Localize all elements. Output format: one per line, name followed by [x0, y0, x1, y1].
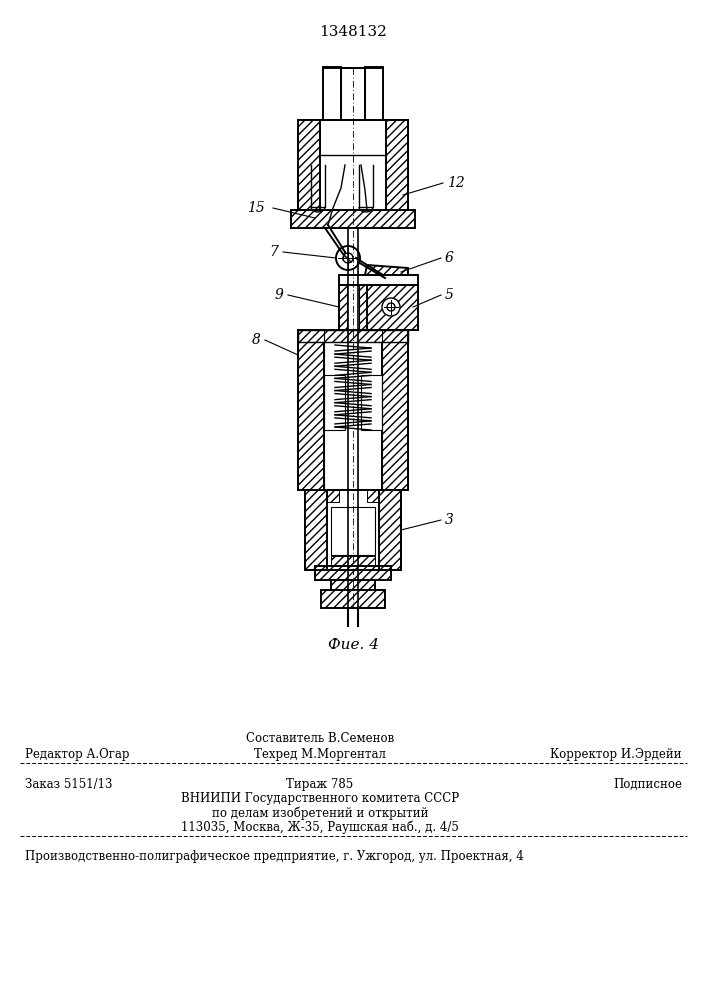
Text: Редактор А.Огар: Редактор А.Огар	[25, 748, 129, 761]
Text: 113035, Москва, Ж-35, Раушская наб., д. 4/5: 113035, Москва, Ж-35, Раушская наб., д. …	[181, 820, 459, 834]
Bar	[361, 375, 382, 430]
Bar	[379, 490, 401, 570]
Bar	[331, 507, 375, 555]
Bar	[339, 275, 418, 285]
Bar	[305, 490, 327, 570]
Text: по делам изобретений и открытий: по делам изобретений и открытий	[212, 806, 428, 820]
Bar	[305, 490, 401, 570]
Text: Заказ 5151/13: Заказ 5151/13	[25, 778, 112, 791]
Bar	[331, 556, 375, 570]
Text: 15: 15	[247, 201, 265, 215]
Text: Техред М.Моргентал: Техред М.Моргентал	[254, 748, 386, 761]
Bar	[365, 67, 383, 120]
Text: 8: 8	[252, 333, 261, 347]
Bar	[327, 490, 339, 502]
Text: 1348132: 1348132	[319, 25, 387, 39]
Bar	[347, 285, 359, 330]
Bar	[298, 330, 408, 342]
Text: Фие. 4: Фие. 4	[327, 638, 378, 652]
Text: 9: 9	[274, 288, 283, 302]
Bar	[298, 330, 324, 490]
Circle shape	[336, 246, 360, 270]
Text: 12: 12	[447, 176, 464, 190]
Bar	[315, 566, 391, 580]
Bar	[298, 120, 320, 210]
Text: Подписное: Подписное	[613, 778, 682, 791]
Bar	[323, 67, 341, 120]
Circle shape	[382, 298, 400, 316]
Bar	[291, 210, 415, 228]
Text: 5: 5	[445, 288, 454, 302]
Bar	[321, 590, 385, 608]
Bar	[331, 580, 375, 594]
Bar	[367, 490, 379, 502]
Bar	[386, 120, 408, 210]
Text: Составитель В.Семенов: Составитель В.Семенов	[246, 732, 394, 745]
Text: Производственно-полиграфическое предприятие, г. Ужгород, ул. Проектная, 4: Производственно-полиграфическое предприя…	[25, 850, 524, 863]
Text: 7: 7	[269, 245, 278, 259]
Text: ВНИИПИ Государственного комитета СССР: ВНИИПИ Государственного комитета СССР	[181, 792, 459, 805]
Polygon shape	[363, 265, 408, 290]
Bar	[324, 375, 345, 430]
Bar	[382, 330, 408, 490]
Text: Тираж 785: Тираж 785	[286, 778, 354, 791]
Text: 3: 3	[445, 513, 454, 527]
Text: Корректор И.Эрдейи: Корректор И.Эрдейи	[550, 748, 682, 761]
Bar	[367, 285, 418, 330]
Text: 6: 6	[445, 251, 454, 265]
Bar	[339, 285, 367, 330]
Bar	[298, 120, 408, 210]
